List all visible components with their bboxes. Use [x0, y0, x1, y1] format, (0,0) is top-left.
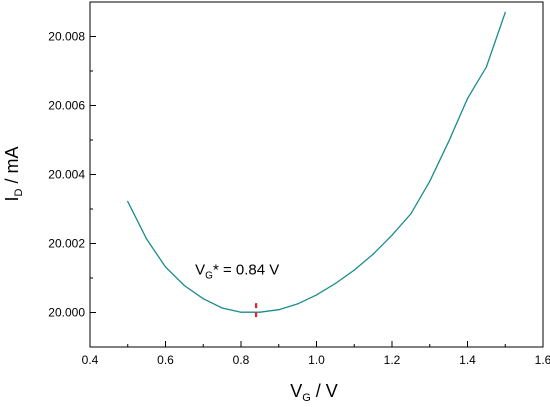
data-point	[429, 180, 431, 182]
data-point	[334, 282, 336, 285]
data-series	[127, 11, 506, 313]
data-point	[353, 269, 355, 271]
data-point	[391, 234, 393, 236]
annotation: VG* = 0.84 V	[195, 262, 279, 322]
x-tick-label: 0.6	[157, 353, 174, 367]
y-axis-title: ID / mA	[2, 147, 25, 202]
x-tick-label: 1.4	[459, 353, 476, 367]
x-tick-label: 0.8	[233, 353, 250, 367]
data-point	[504, 11, 506, 13]
data-point	[164, 266, 167, 268]
data-point	[485, 66, 487, 68]
series-line	[127, 12, 506, 313]
y-tick-label: 20.000	[48, 306, 85, 320]
data-point	[278, 309, 280, 311]
x-tick-label: 0.4	[82, 353, 99, 367]
data-point	[202, 298, 204, 300]
x-tick-label: 1.2	[384, 353, 401, 367]
data-point	[372, 253, 374, 255]
y-tick-label: 20.002	[48, 237, 85, 251]
y-tick-label: 20.006	[48, 99, 85, 113]
data-point	[146, 238, 148, 240]
data-point	[240, 311, 242, 313]
data-point	[297, 303, 299, 305]
y-tick-label: 20.008	[48, 30, 85, 44]
data-point	[127, 200, 129, 202]
data-point	[448, 141, 450, 143]
data-point	[466, 98, 469, 100]
data-point	[183, 285, 185, 287]
data-point	[410, 213, 412, 215]
data-point	[259, 311, 261, 313]
data-point	[315, 294, 318, 296]
x-tick-label: 1.6	[535, 353, 550, 367]
axis-ticks: 0.4 0.6 0.8 1.0 1.2 1.4 1.6 20.000 20.002 20.004 2…	[48, 1, 550, 367]
x-axis-title: VG / V	[290, 381, 338, 404]
x-tick-label: 1.0	[308, 353, 325, 367]
annotation-label: VG* = 0.84 V	[195, 262, 279, 282]
y-tick-label: 20.004	[48, 168, 85, 182]
data-point	[221, 307, 223, 309]
